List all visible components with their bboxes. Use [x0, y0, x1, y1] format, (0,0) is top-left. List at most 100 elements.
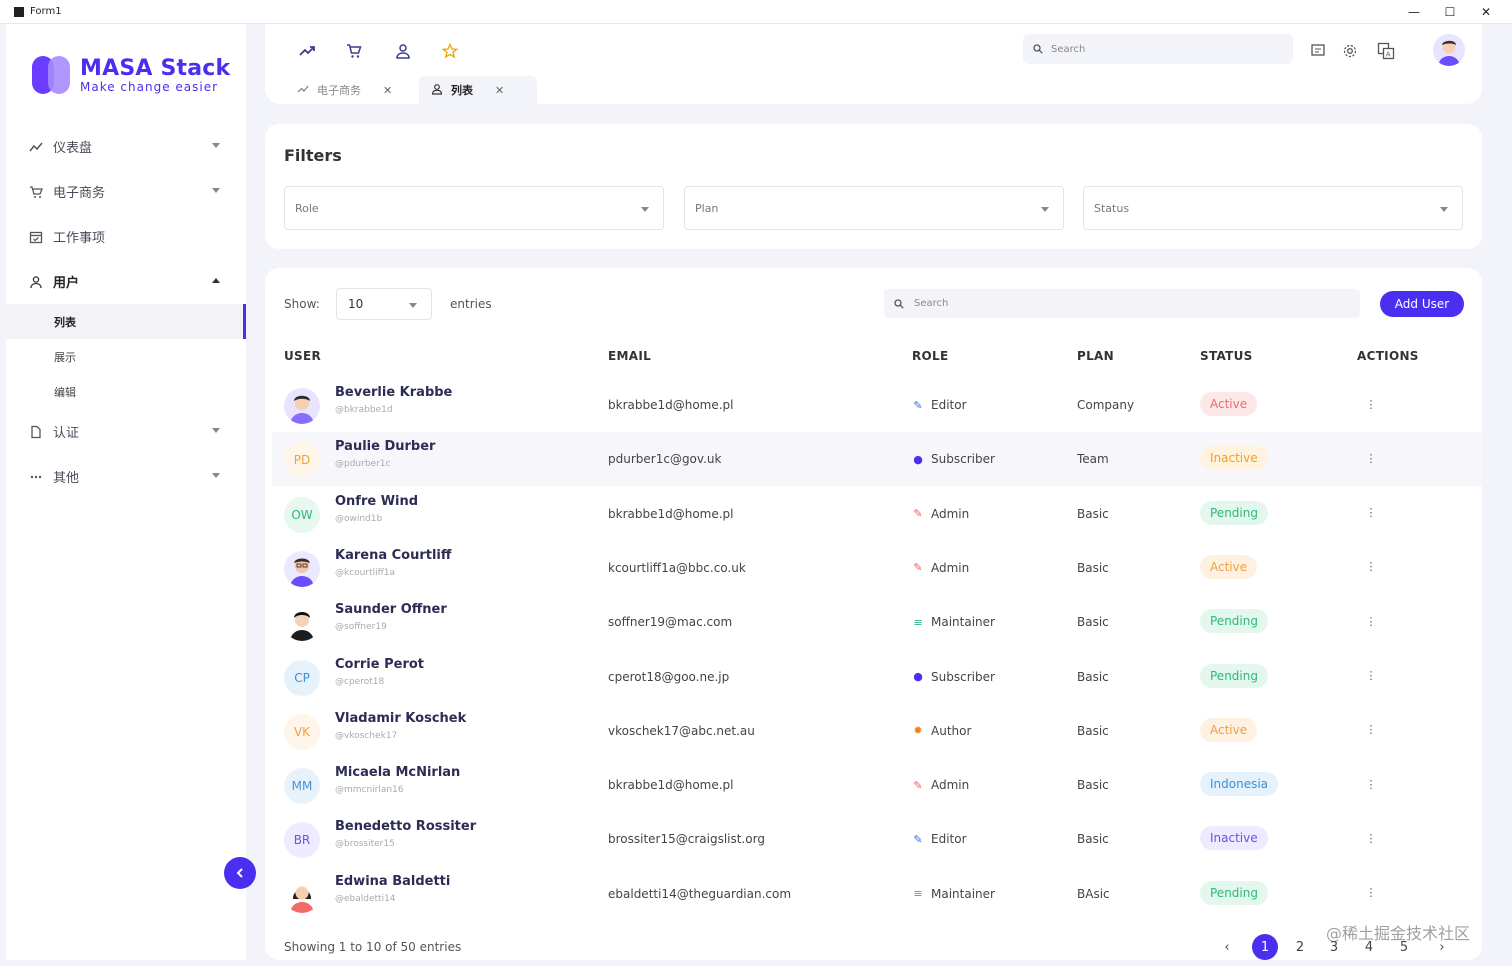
avatar[interactable]: CP — [284, 659, 320, 696]
sidebar-item-ecommerce[interactable]: 电子商务 — [6, 169, 246, 214]
tab-ecommerce[interactable]: 电子商务 ✕ — [285, 76, 419, 104]
more-actions-icon[interactable]: ⋮ — [1365, 451, 1377, 465]
user-name-link[interactable]: Saunder Offner — [335, 602, 447, 618]
user-role-label: Subscriber — [931, 452, 995, 467]
user-name-link[interactable]: Edwina Baldetti — [335, 873, 451, 889]
status-badge: Inactive — [1200, 826, 1268, 851]
prev-page-button[interactable]: ‹ — [1224, 939, 1230, 955]
watermark: @稀土掘金技术社区 — [1326, 924, 1471, 943]
avatar[interactable]: PD — [284, 442, 320, 479]
user-icon[interactable] — [393, 41, 413, 61]
header-role[interactable]: ROLE — [912, 349, 949, 363]
sidebar-subitem-edit[interactable]: 编辑 — [6, 374, 246, 409]
sidebar-item-auth[interactable]: 认证 — [6, 409, 246, 454]
minimize-button[interactable]: — — [1408, 5, 1420, 19]
more-actions-icon[interactable]: ⋮ — [1365, 560, 1377, 574]
tab-list[interactable]: 列表 ✕ — [419, 76, 537, 104]
maximize-button[interactable]: ☐ — [1444, 5, 1456, 19]
role-select[interactable]: Role — [284, 186, 664, 230]
cart-icon[interactable] — [344, 41, 364, 61]
table-row[interactable]: OW Onfre Wind @owind1b bkrabbe1d@home.pl ✎ Ad… — [272, 487, 1482, 541]
message-icon[interactable] — [1307, 40, 1329, 62]
entries-select[interactable]: 10 — [336, 288, 432, 320]
table-row[interactable]: MM Micaela McNirlan @mmcnirlan16 bkrabbe1d@… — [272, 758, 1482, 812]
more-actions-icon[interactable]: ⋮ — [1365, 831, 1377, 845]
plan-select[interactable]: Plan — [684, 186, 1064, 230]
avatar[interactable] — [284, 876, 320, 913]
sidebar-item-other[interactable]: 其他 — [6, 454, 246, 499]
logo-title: MASA Stack — [80, 56, 231, 81]
star-icon[interactable] — [440, 41, 460, 61]
subscriber-role-icon: ● — [913, 452, 923, 466]
header-status[interactable]: STATUS — [1200, 349, 1253, 363]
entries-value: 10 — [348, 297, 364, 311]
translate-icon[interactable]: A — [1375, 40, 1397, 62]
avatar[interactable]: BR — [284, 822, 320, 859]
gear-icon[interactable] — [1339, 40, 1361, 62]
table-row[interactable]: Beverlie Krabbe @bkrabbe1d bkrabbe1d@home.… — [272, 378, 1482, 432]
page-1-button[interactable]: 1 — [1252, 934, 1278, 960]
header-user[interactable]: USER — [284, 349, 322, 363]
table-row[interactable]: BR Benedetto Rossiter @brossiter15 brossite… — [272, 812, 1482, 866]
more-actions-icon[interactable]: ⋮ — [1365, 506, 1377, 520]
close-icon[interactable]: ✕ — [383, 83, 393, 97]
sidebar-item-tasks[interactable]: 工作事项 — [6, 214, 246, 259]
chevron-down-icon — [212, 473, 220, 478]
user-name-link[interactable]: Micaela McNirlan — [335, 765, 461, 781]
collapse-sidebar-button[interactable] — [224, 857, 256, 889]
avatar[interactable]: VK — [284, 713, 320, 750]
page-3-button[interactable]: 3 — [1329, 939, 1339, 955]
close-window-button[interactable]: ✕ — [1480, 5, 1492, 19]
trend-icon[interactable] — [297, 41, 317, 61]
user-name-link[interactable]: Onfre Wind — [335, 493, 419, 509]
table-row[interactable]: CP Corrie Perot @cperot18 cperot18@goo.ne.j… — [272, 650, 1482, 704]
logo[interactable]: MASA Stack Make change easier — [32, 56, 230, 96]
page-4-button[interactable]: 4 — [1364, 939, 1374, 955]
more-actions-icon[interactable]: ⋮ — [1365, 723, 1377, 737]
add-user-button[interactable]: Add User — [1380, 291, 1464, 317]
user-role-label: Author — [931, 723, 972, 738]
sidebar-item-users[interactable]: 用户 — [6, 259, 246, 304]
user-name-link[interactable]: Benedetto Rossiter — [335, 819, 477, 835]
avatar[interactable] — [284, 605, 320, 642]
page-5-button[interactable]: 5 — [1399, 939, 1409, 955]
table-search-input[interactable]: Search — [884, 289, 1360, 318]
user-name-link[interactable]: Vladamir Koschek — [335, 710, 467, 726]
table-row[interactable]: Saunder Offner @soffner19 soffner19@mac.co… — [272, 595, 1482, 649]
top-bar: Search A 电子商务 ✕ 列表 ✕ — [265, 24, 1482, 104]
more-actions-icon[interactable]: ⋮ — [1365, 614, 1377, 628]
more-actions-icon[interactable]: ⋮ — [1365, 397, 1377, 411]
svg-text:A: A — [1386, 51, 1391, 59]
user-name-link[interactable]: Karena Courtliff — [335, 547, 452, 563]
sidebar-subitem-view[interactable]: 展示 — [6, 339, 246, 374]
sidebar-item-dashboard[interactable]: 仪表盘 — [6, 124, 246, 169]
avatar[interactable]: OW — [284, 496, 320, 533]
header-email[interactable]: EMAIL — [608, 349, 652, 363]
user-name-link[interactable]: Corrie Perot — [335, 656, 424, 672]
table-row[interactable]: PD Paulie Durber @pdurber1c pdurber1c@gov.u… — [272, 432, 1482, 487]
status-badge: Pending — [1200, 663, 1268, 688]
header-plan[interactable]: PLAN — [1077, 349, 1114, 363]
user-icon — [28, 274, 44, 290]
table-row[interactable]: VK Vladamir Koschek @vkoschek17 vkoschek17@… — [272, 704, 1482, 758]
table-row[interactable]: Karena Courtliff @kcourtliff1a kcourtliff1… — [272, 541, 1482, 595]
table-row[interactable]: Edwina Baldetti @ebaldetti14 ebaldetti14@t… — [272, 867, 1482, 921]
more-actions-icon[interactable]: ⋮ — [1365, 669, 1377, 682]
sidebar-nav: 仪表盘 电子商务 工作事项 用户 — [6, 124, 246, 499]
sidebar-subitem-list[interactable]: 列表 — [6, 304, 246, 339]
page-2-button[interactable]: 2 — [1295, 939, 1305, 955]
next-page-button[interactable]: › — [1439, 939, 1445, 955]
status-select[interactable]: Status — [1083, 186, 1463, 230]
user-name-link[interactable]: Beverlie Krabbe — [335, 385, 453, 400]
user-name-link[interactable]: Paulie Durber — [335, 439, 436, 455]
global-search-input[interactable]: Search — [1023, 34, 1293, 64]
user-avatar[interactable] — [1433, 34, 1465, 66]
avatar[interactable]: MM — [284, 768, 320, 805]
avatar[interactable] — [284, 388, 320, 424]
more-actions-icon[interactable]: ⋮ — [1365, 777, 1377, 791]
close-icon[interactable]: ✕ — [495, 83, 505, 97]
more-actions-icon[interactable]: ⋮ — [1365, 886, 1377, 900]
user-plan: Basic — [1077, 615, 1109, 630]
avatar[interactable] — [284, 550, 320, 587]
